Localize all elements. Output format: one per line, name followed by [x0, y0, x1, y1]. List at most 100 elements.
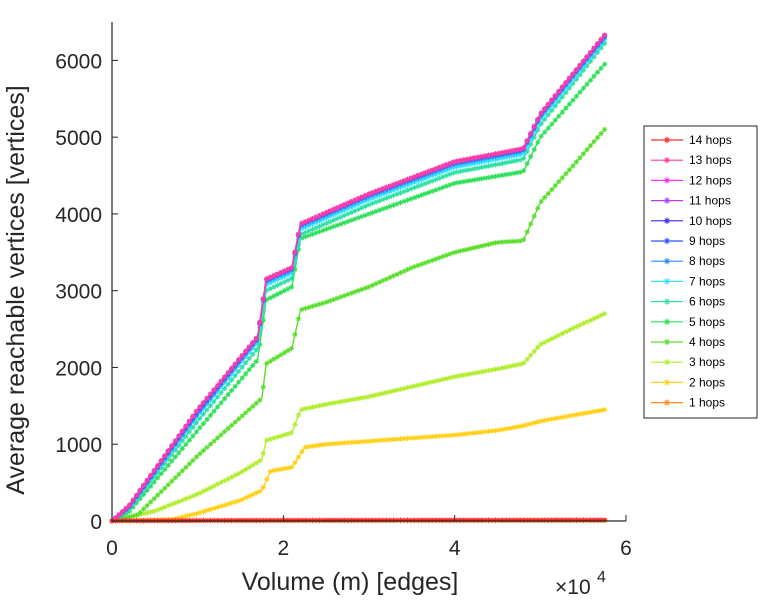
series-marker — [404, 266, 411, 273]
series-marker — [271, 356, 277, 362]
series-marker — [489, 241, 495, 247]
series-marker — [250, 491, 256, 498]
series-marker — [436, 175, 442, 181]
series-marker — [207, 517, 214, 523]
series-marker — [422, 517, 428, 523]
series-marker — [415, 517, 421, 523]
series-marker — [229, 377, 235, 383]
series-marker — [415, 435, 421, 441]
series-marker — [207, 441, 214, 447]
series-marker — [419, 171, 425, 177]
series-marker — [443, 183, 449, 189]
series-marker — [485, 174, 492, 181]
series-marker — [338, 221, 344, 227]
series-marker — [179, 497, 185, 503]
series-marker — [197, 490, 203, 496]
series-marker — [355, 288, 361, 294]
series-marker — [341, 293, 347, 299]
series-marker — [295, 517, 302, 523]
series-marker — [193, 454, 200, 460]
series-marker — [475, 176, 481, 182]
series-marker — [510, 517, 516, 523]
series-marker — [531, 420, 537, 426]
series-marker — [556, 517, 562, 523]
series-marker — [601, 407, 608, 413]
series-marker — [341, 440, 347, 446]
series-marker — [524, 517, 530, 523]
series-marker — [299, 306, 305, 313]
legend-item: 1 hops — [651, 396, 725, 410]
series-marker — [165, 456, 171, 462]
series-marker — [267, 286, 273, 292]
series-marker — [468, 156, 474, 162]
series-marker — [302, 219, 309, 225]
series-marker — [137, 487, 143, 493]
series-marker — [144, 487, 150, 493]
series-marker — [295, 231, 302, 237]
series-marker — [524, 161, 530, 167]
series-marker — [295, 247, 302, 253]
series-marker — [429, 178, 435, 184]
series-marker — [545, 517, 551, 523]
series-marker — [190, 457, 196, 464]
series-marker — [426, 174, 432, 180]
series-marker — [380, 196, 386, 203]
series-marker — [514, 152, 520, 158]
series-marker — [306, 517, 312, 523]
series-marker — [587, 517, 594, 523]
series-marker — [454, 432, 460, 438]
series-marker — [429, 188, 435, 194]
series-marker — [176, 515, 182, 521]
series-marker — [404, 176, 411, 183]
series-marker — [324, 215, 330, 221]
series-marker — [552, 183, 558, 189]
series-marker — [601, 61, 608, 67]
series-marker — [531, 213, 537, 219]
series-marker — [288, 270, 295, 276]
x-exponent-base: ×10 — [555, 576, 591, 599]
series-marker — [186, 437, 193, 443]
series-marker — [577, 72, 583, 78]
series-marker — [334, 399, 340, 405]
series-marker — [545, 125, 551, 131]
series-marker — [482, 429, 488, 435]
series-marker — [169, 478, 175, 484]
series-marker — [260, 296, 266, 302]
series-marker — [440, 184, 446, 191]
series-marker — [320, 300, 326, 306]
series-marker — [496, 427, 502, 433]
series-marker — [292, 331, 298, 338]
series-marker — [299, 406, 305, 412]
series-marker — [309, 221, 316, 227]
series-marker — [542, 111, 548, 117]
series-marker — [535, 127, 541, 133]
series-marker — [211, 408, 217, 414]
series-marker — [338, 209, 344, 215]
series-marker — [288, 276, 295, 282]
series-marker — [422, 180, 428, 187]
series-marker — [302, 229, 309, 236]
series-marker — [376, 517, 383, 523]
series-marker — [397, 517, 404, 523]
series-marker — [594, 49, 601, 56]
series-marker — [390, 273, 397, 279]
series-marker — [165, 448, 171, 454]
series-marker — [243, 466, 249, 473]
series-marker — [334, 222, 340, 228]
series-marker — [243, 410, 249, 416]
series-marker — [373, 208, 379, 215]
series-marker — [443, 433, 449, 439]
series-marker — [404, 182, 411, 188]
series-marker — [232, 367, 238, 373]
series-marker — [246, 517, 252, 523]
series-marker — [236, 470, 242, 477]
series-marker — [278, 466, 284, 472]
series-marker — [369, 393, 375, 399]
series-marker — [327, 213, 333, 219]
series-marker — [169, 451, 175, 458]
series-marker — [552, 117, 558, 123]
series-marker — [264, 360, 270, 366]
series-marker — [158, 458, 164, 464]
series-marker — [457, 168, 463, 174]
series-marker — [447, 251, 453, 257]
